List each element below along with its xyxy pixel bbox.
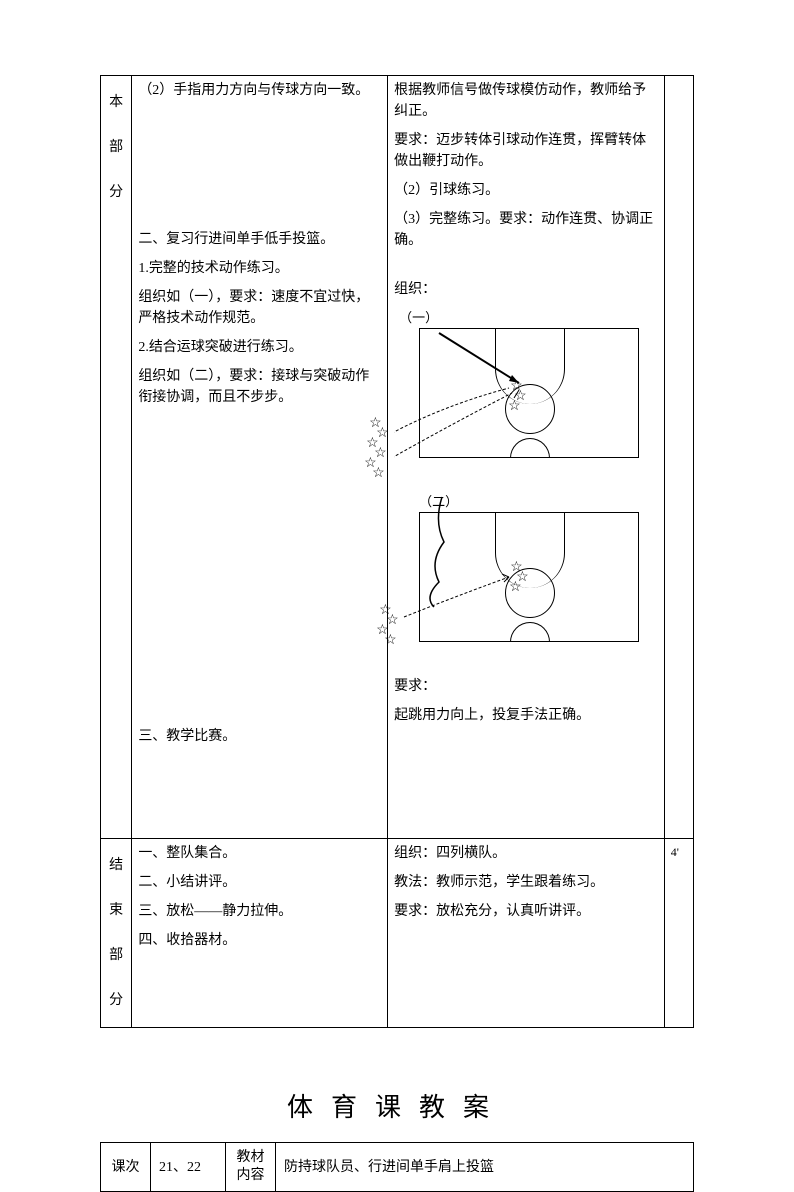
req-label: 要求： xyxy=(394,676,658,697)
content-item: 根据教师信号做传球模仿动作，教师给予纠正。 xyxy=(394,80,658,122)
end-section-label: 结 束 部 分 xyxy=(101,839,132,1028)
lesson-info-table: 课次 21、22 教材内容 防持球队员、行进间单手肩上投篮 xyxy=(100,1142,694,1192)
content-item: 二、小结讲评。 xyxy=(138,872,381,893)
court-diagram-2: （二） ☆ ☆ ☆ ☆ ☆ ☆ ☆ xyxy=(394,492,644,672)
content-item: 组织如（一），要求：速度不宜过快，严格技术动作规范。 xyxy=(138,287,381,329)
content-heading: 二、复习行进间单手低手投篮。 xyxy=(138,229,381,250)
content-item: 1.完整的技术动作练习。 xyxy=(138,258,381,279)
label-char: 束 xyxy=(107,888,125,933)
label-char: 本 xyxy=(107,80,125,125)
label-char: 部 xyxy=(107,933,125,978)
court-diagram-1: （一） ☆ ☆ ☆ ☆ ☆ ☆ ☆ xyxy=(394,308,644,488)
content-item: 要求：放松充分，认真听讲评。 xyxy=(394,901,658,922)
label-char: 分 xyxy=(107,978,125,1023)
content-item: 2.结合运球突破进行练习。 xyxy=(138,337,381,358)
lesson-plan-title: 体育课教案 xyxy=(100,1088,694,1127)
content-item: 组织如（二），要求：接球与突破动作衔接协调，而且不步步。 xyxy=(138,366,381,408)
content-heading: 三、教学比赛。 xyxy=(138,726,381,747)
star-icon: ☆ xyxy=(372,463,385,484)
main-right-content: 根据教师信号做传球模仿动作，教师给予纠正。 要求：迈步转体引球动作连贯，挥臂转体… xyxy=(388,76,665,839)
req-detail: 起跳用力向上，投复手法正确。 xyxy=(394,705,658,726)
star-icon: ☆ xyxy=(509,577,522,598)
material-value: 防持球队员、行进间单手肩上投篮 xyxy=(276,1143,694,1192)
content-item: 教法：教师示范，学生跟着练习。 xyxy=(394,872,658,893)
content-item: 组织：四列横队。 xyxy=(394,843,658,864)
label-char: 结 xyxy=(107,843,125,888)
content-item: 三、放松——静力拉伸。 xyxy=(138,901,381,922)
end-left-content: 一、整队集合。 二、小结讲评。 三、放松——静力拉伸。 四、收拾器材。 xyxy=(132,839,388,1028)
main-time xyxy=(664,76,693,839)
content-item: （2）手指用力方向与传球方向一致。 xyxy=(138,80,381,101)
lesson-number-value: 21、22 xyxy=(151,1143,226,1192)
content-item: 四、收拾器材。 xyxy=(138,930,381,951)
end-right-content: 组织：四列横队。 教法：教师示范，学生跟着练习。 要求：放松充分，认真听讲评。 xyxy=(388,839,665,1028)
main-section-label: 本 部 分 xyxy=(101,76,132,839)
star-icon: ☆ xyxy=(508,396,521,417)
end-time: 4' xyxy=(664,839,693,1028)
org-label: 组织： xyxy=(394,279,658,300)
content-item: 一、整队集合。 xyxy=(138,843,381,864)
main-left-content: （2）手指用力方向与传球方向一致。 二、复习行进间单手低手投篮。 1.完整的技术… xyxy=(132,76,388,839)
lesson-number-label: 课次 xyxy=(101,1143,151,1192)
label-char: 部 xyxy=(107,125,125,170)
material-label: 教材内容 xyxy=(226,1143,276,1192)
content-item: （2）引球练习。 xyxy=(394,180,658,201)
label-char: 分 xyxy=(107,170,125,215)
main-lesson-table: 本 部 分 （2）手指用力方向与传球方向一致。 二、复习行进间单手低手投篮。 1… xyxy=(100,75,694,1028)
content-item: （3）完整练习。要求：动作连贯、协调正确。 xyxy=(394,209,658,251)
star-icon: ☆ xyxy=(384,630,397,651)
content-item: 要求：迈步转体引球动作连贯，挥臂转体做出鞭打动作。 xyxy=(394,130,658,172)
